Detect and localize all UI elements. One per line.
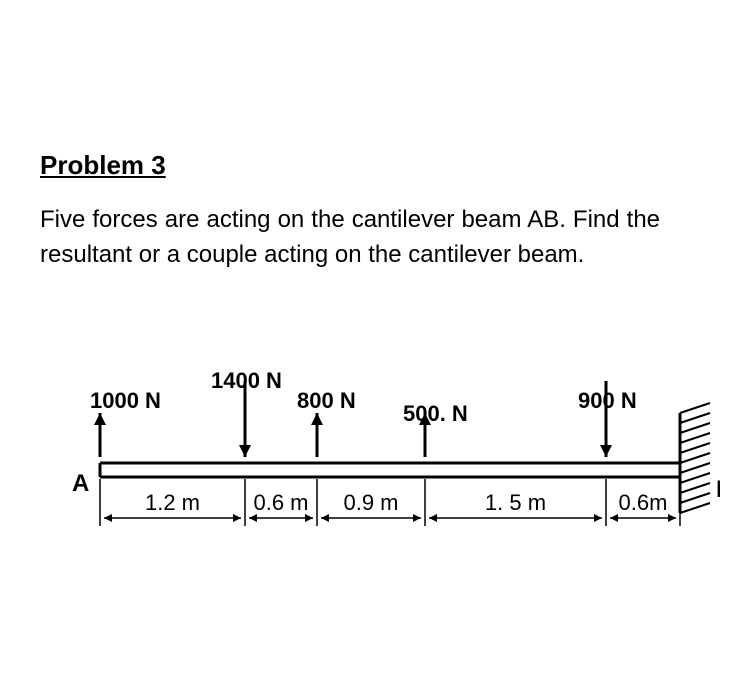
label-B: B <box>716 476 720 503</box>
statement-line-3: cantilever beam. <box>408 241 584 268</box>
beam-svg: A B 1000 N 1400 N 800 N 500. N 900 N 1.2 m 0.6 m… <box>40 293 720 593</box>
problem-statement: Five forces are acting on the cantilever… <box>40 203 660 273</box>
dimension-label: 0.9 m <box>343 490 398 515</box>
problem-heading: Problem 3 <box>40 150 703 181</box>
force-label: 800 N <box>297 388 356 413</box>
statement-line-1: Five forces are acting on the cantilever… <box>40 206 566 233</box>
force-label: 500. N <box>403 401 468 426</box>
force-label: 1400 N <box>211 368 282 393</box>
dimension-label: 0.6m <box>619 490 668 515</box>
dimension-label: 1. 5 m <box>485 490 546 515</box>
page: Problem 3 Five forces are acting on the … <box>0 0 743 689</box>
dimension-label: 0.6 m <box>253 490 308 515</box>
dimension-label: 1.2 m <box>145 490 200 515</box>
label-A: A <box>72 470 89 497</box>
force-label: 1000 N <box>90 388 161 413</box>
beam-diagram: AB1000 N1400 N800 N500. N900 N1.2 m0.6 m… <box>40 293 700 593</box>
force-label: 900 N <box>578 388 637 413</box>
